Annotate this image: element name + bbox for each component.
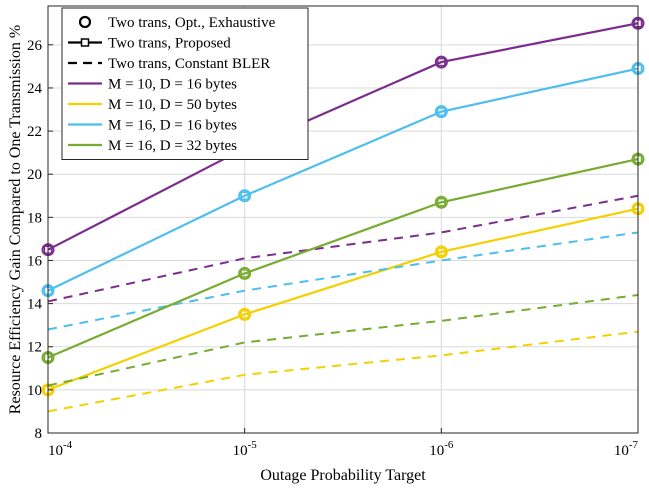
exhaustive-line (47, 158, 639, 359)
y-tick-label: 10 (27, 383, 42, 399)
legend-entry: M = 10, D = 50 bytes (68, 97, 237, 113)
exhaustive-marker (434, 105, 448, 119)
legend-label: Two trans, Proposed (108, 36, 231, 52)
constant-bler-line (47, 231, 639, 331)
y-tick-label: 12 (27, 340, 42, 356)
constant-bler-line (47, 293, 639, 387)
legend: Two trans, Opt., Exhaustive Two trans, Pr… (61, 7, 309, 160)
y-tick-label: 24 (27, 81, 43, 97)
legend-square-marker (80, 38, 90, 47)
legend-label: M = 10, D = 50 bytes (108, 97, 237, 113)
legend-box (61, 7, 309, 160)
y-tick-label: 20 (27, 167, 42, 183)
exhaustive-line (47, 207, 639, 391)
proposed-marker (437, 107, 446, 116)
legend-entry: M = 10, D = 16 bytes (68, 77, 237, 93)
legend-entry: Two trans, Opt., Exhaustive (78, 15, 276, 31)
legend-entry: Two trans, Constant BLER (68, 56, 270, 72)
exhaustive-line (47, 22, 639, 251)
exhaustive-marker (434, 55, 448, 69)
plot-frame (47, 5, 639, 434)
proposed-marker (437, 57, 446, 67)
y-tick-label: 16 (27, 253, 43, 269)
proposed-marker (240, 191, 249, 201)
constant-bler-line (47, 330, 639, 413)
y-tick-label: 26 (27, 38, 43, 54)
x-tick-label: 10-4 (48, 439, 73, 459)
legend-label: Two trans, Opt., Exhaustive (108, 15, 276, 31)
legend-circle-marker (78, 15, 92, 29)
y-tick-label: 22 (27, 124, 42, 140)
legend-label: M = 10, D = 16 bytes (108, 77, 237, 93)
legend-entry: M = 16, D = 32 bytes (68, 138, 237, 154)
x-tick-label: 10-5 (233, 439, 258, 459)
legend-entry: M = 16, D = 16 bytes (68, 118, 237, 134)
x-axis-label: Outage Probability Target (260, 467, 426, 484)
legend-label: M = 16, D = 32 bytes (108, 138, 237, 154)
y-tick-label: 18 (27, 210, 42, 226)
x-tick-label: 10-7 (614, 439, 639, 459)
proposed-marker (437, 247, 446, 257)
legend-label: Two trans, Constant BLER (108, 56, 270, 72)
exhaustive-marker (238, 307, 252, 321)
exhaustive-marker (434, 245, 448, 259)
series-2 (41, 202, 645, 413)
legend-entry: Two trans, Proposed (68, 36, 231, 52)
axes: 8 10 12 14 16 18 20 22 24 26 10-4 10-5 10-6 10-7 (27, 5, 639, 459)
y-axis-label: Resource Efficiency Gain Compared to One… (7, 25, 24, 414)
proposed-marker (437, 197, 446, 207)
proposed-marker (240, 269, 249, 278)
constant-bler-line (47, 194, 639, 303)
proposed-marker (240, 310, 249, 319)
x-tick-label: 10-6 (429, 439, 454, 459)
exhaustive-marker (434, 195, 448, 209)
y-tick-label: 14 (27, 297, 43, 313)
exhaustive-marker (238, 189, 252, 203)
exhaustive-line (47, 67, 639, 292)
y-tick-label: 8 (35, 426, 43, 442)
legend-label: M = 16, D = 16 bytes (108, 118, 237, 134)
exhaustive-marker (238, 266, 252, 280)
series-4 (41, 152, 645, 387)
